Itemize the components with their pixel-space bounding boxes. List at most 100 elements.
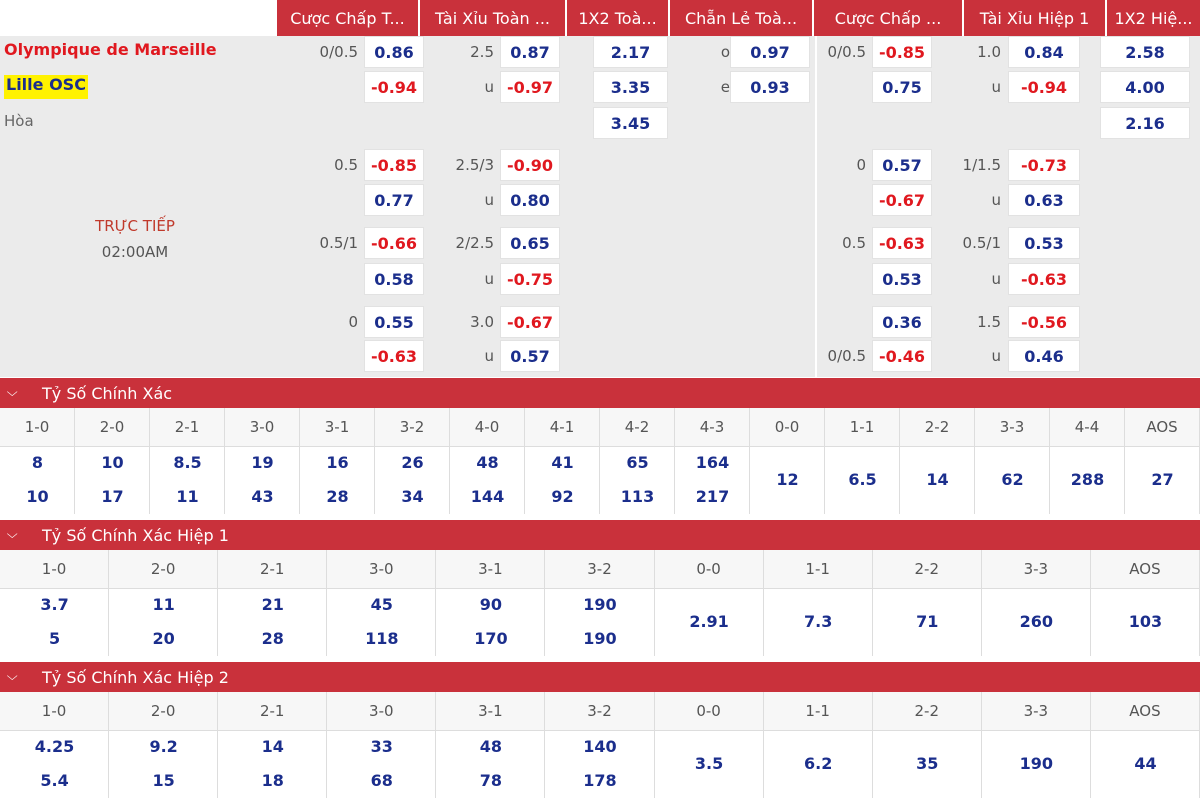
column-header[interactable]: 1X2 Toà... [565,0,668,36]
odds-value[interactable]: -0.85 [364,149,424,181]
column-header[interactable]: Chẵn Lẻ Toà... [668,0,812,36]
score-odds[interactable]: 8 [31,453,44,472]
odds-value[interactable]: 0.55 [364,306,424,338]
odds-value[interactable]: 0.57 [872,149,932,181]
score-odds[interactable]: 28 [326,487,349,506]
score-odds[interactable]: 4.25 [34,737,75,756]
odds-value[interactable]: 0.63 [1008,184,1080,216]
column-header[interactable]: Tài Xỉu Toàn ... [418,0,565,36]
score-odds[interactable]: 217 [695,487,730,506]
odds-value[interactable]: 4.00 [1100,71,1190,103]
odds-value[interactable]: 0.80 [500,184,560,216]
score-odds[interactable]: 17 [101,487,124,506]
section-header[interactable]: Tỷ Số Chính Xác Hiệp 1 [0,520,1200,550]
score-odds[interactable]: 10 [101,453,124,472]
odds-value[interactable]: -0.94 [1008,71,1080,103]
score-odds[interactable]: 144 [470,487,505,506]
odds-value[interactable]: -0.67 [500,306,560,338]
score-odds[interactable]: 16 [326,453,349,472]
column-header[interactable]: 1X2 Hiệ... [1105,0,1200,36]
score-odds[interactable]: 7.3 [803,612,833,631]
score-odds[interactable]: 6.2 [803,754,833,773]
score-odds[interactable]: 15 [152,771,175,790]
score-odds[interactable]: 45 [370,595,393,614]
section-header[interactable]: Tỷ Số Chính Xác [0,378,1200,408]
odds-value[interactable]: 0.93 [730,71,810,103]
score-odds[interactable]: 10 [26,487,49,506]
score-odds[interactable]: 9.2 [149,737,178,756]
score-odds[interactable]: 48 [479,737,503,756]
score-odds[interactable]: 14 [261,737,284,756]
odds-value[interactable]: 0.77 [364,184,424,216]
score-odds[interactable]: 92 [551,487,574,506]
odds-value[interactable]: 0.46 [1008,340,1080,372]
odds-value[interactable]: -0.85 [872,36,932,68]
score-odds[interactable]: 103 [1128,612,1163,631]
odds-value[interactable]: -0.75 [500,263,560,295]
score-odds[interactable]: 28 [261,629,284,648]
score-odds[interactable]: 33 [370,737,393,756]
odds-value[interactable]: 2.58 [1100,36,1190,68]
section-header[interactable]: Tỷ Số Chính Xác Hiệp 2 [0,662,1200,692]
odds-value[interactable]: 0.75 [872,71,932,103]
score-odds[interactable]: 14 [926,470,949,489]
score-odds[interactable]: 90 [479,595,503,614]
score-odds[interactable]: 260 [1019,612,1054,631]
score-odds[interactable]: 190 [583,629,617,648]
score-odds[interactable]: 178 [583,771,617,790]
column-header[interactable]: Cược Chấp T... [275,0,418,36]
odds-value[interactable]: 0.87 [500,36,560,68]
score-odds[interactable]: 44 [1134,754,1157,773]
score-odds[interactable]: 62 [1001,470,1024,489]
score-odds[interactable]: 3.7 [40,595,69,614]
score-odds[interactable]: 5.4 [40,771,69,790]
odds-value[interactable]: -0.97 [500,71,560,103]
score-odds[interactable]: 71 [916,612,939,631]
odds-value[interactable]: 3.35 [593,71,668,103]
score-odds[interactable]: 48 [476,453,499,472]
score-odds[interactable]: 3.5 [694,754,724,773]
score-odds[interactable]: 20 [152,629,175,648]
odds-value[interactable]: -0.66 [364,227,424,259]
odds-value[interactable]: -0.94 [364,71,424,103]
away-team[interactable]: Lille OSC [4,75,88,99]
home-team[interactable]: Olympique de Marseille [4,40,217,59]
odds-value[interactable]: 0.84 [1008,36,1080,68]
odds-value[interactable]: 0.58 [364,263,424,295]
score-odds[interactable]: 68 [370,771,393,790]
score-odds[interactable]: 5 [48,629,61,648]
score-odds[interactable]: 140 [583,737,617,756]
odds-value[interactable]: -0.63 [364,340,424,372]
score-odds[interactable]: 78 [479,771,503,790]
score-odds[interactable]: 27 [1151,470,1174,489]
odds-value[interactable]: 3.45 [593,107,668,139]
score-odds[interactable]: 113 [620,487,655,506]
score-odds[interactable]: 43 [251,487,274,506]
score-odds[interactable]: 118 [365,629,399,648]
score-odds[interactable]: 190 [583,595,617,614]
odds-value[interactable]: 0.86 [364,36,424,68]
score-odds[interactable]: 8.5 [173,453,202,472]
odds-value[interactable]: 2.16 [1100,107,1190,139]
odds-value[interactable]: 0.36 [872,306,932,338]
score-odds[interactable]: 18 [261,771,284,790]
odds-value[interactable]: -0.46 [872,340,932,372]
score-odds[interactable]: 19 [251,453,274,472]
score-odds[interactable]: 35 [916,754,939,773]
score-odds[interactable]: 11 [176,487,199,506]
score-odds[interactable]: 41 [551,453,574,472]
odds-value[interactable]: -0.90 [500,149,560,181]
score-odds[interactable]: 190 [1019,754,1054,773]
odds-value[interactable]: -0.63 [872,227,932,259]
score-odds[interactable]: 21 [261,595,284,614]
column-header[interactable]: Cược Chấp ... [812,0,962,36]
odds-value[interactable]: -0.56 [1008,306,1080,338]
score-odds[interactable]: 26 [401,453,424,472]
odds-value[interactable]: 0.65 [500,227,560,259]
column-header[interactable]: Tài Xỉu Hiệp 1 [962,0,1105,36]
score-odds[interactable]: 6.5 [848,470,877,489]
score-odds[interactable]: 34 [401,487,424,506]
score-odds[interactable]: 11 [152,595,175,614]
score-odds[interactable]: 170 [474,629,508,648]
odds-value[interactable]: 0.53 [1008,227,1080,259]
